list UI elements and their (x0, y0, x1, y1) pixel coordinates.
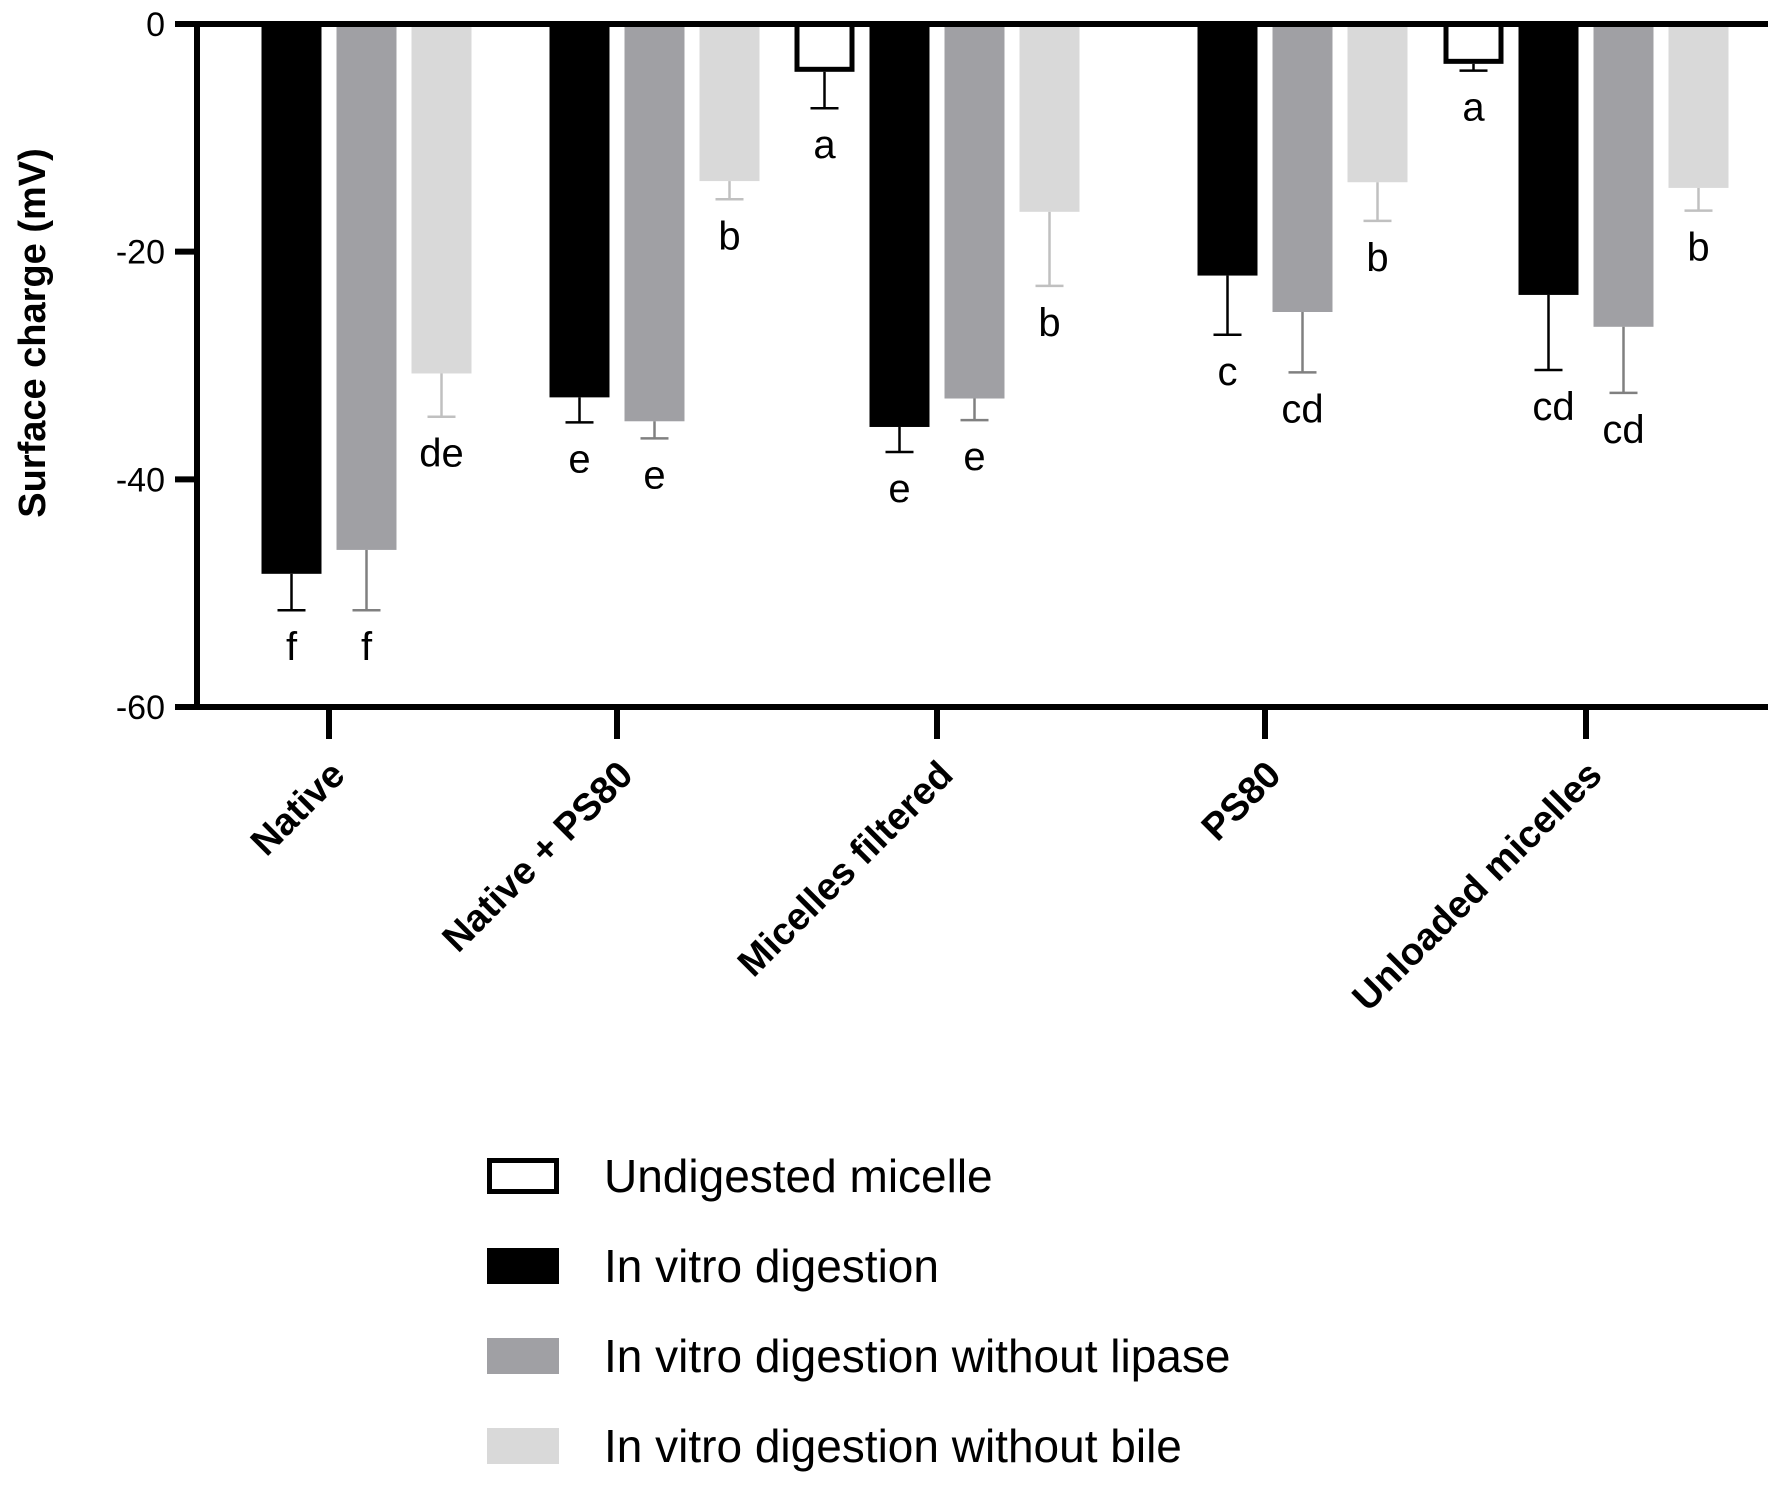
significance-label: b (1366, 236, 1388, 280)
legend-swatch (487, 1338, 559, 1374)
y-tick-label: -60 (116, 689, 165, 727)
significance-label: cd (1602, 408, 1644, 452)
category-label: PS80 (1194, 754, 1289, 849)
significance-label: de (419, 432, 464, 476)
significance-label: b (1687, 226, 1709, 270)
legend: Undigested micelle In vitro digestion In v… (487, 1150, 1230, 1472)
legend-swatch (487, 1428, 559, 1464)
legend-label: In vitro digestion without lipase (604, 1330, 1230, 1382)
significance-label: b (1038, 301, 1060, 345)
category-label: Unloaded micelles (1345, 754, 1611, 1020)
significance-label: e (568, 437, 590, 481)
bar-ps80-s3 (1347, 24, 1408, 183)
significance-label: e (643, 453, 665, 497)
bar-native-ps80-s3 (699, 24, 760, 182)
axes: 0 -20 -40 -60 (116, 6, 1768, 739)
bar-unloaded-micelles-s0 (1443, 21, 1504, 64)
bar-ps80-s1 (1197, 24, 1258, 276)
bar-micelles-filtered-s2 (944, 24, 1005, 399)
significance-label: cd (1281, 387, 1323, 431)
bar-ps80-s2 (1272, 24, 1333, 312)
significance-label: f (361, 625, 373, 669)
bar-unloaded-micelles-s2 (1593, 24, 1654, 327)
legend-label: In vitro digestion without bile (604, 1420, 1182, 1472)
legend-swatch (487, 1158, 559, 1194)
significance-label: e (888, 467, 910, 511)
category-labels: Native Native + PS80 Micelles filtered PS80… (243, 754, 1610, 1020)
y-axis-label: Surface charge (mV) (12, 148, 54, 518)
bar-micelles-filtered-s0 (794, 21, 855, 72)
bar-native-ps80-s2 (624, 24, 685, 422)
bar-unloaded-micelles-s1 (1518, 24, 1579, 295)
y-tick-label: -40 (116, 461, 165, 499)
category-label: Native + PS80 (435, 754, 642, 961)
significance-label: b (718, 214, 740, 258)
bar-native-s2 (336, 24, 397, 550)
legend-swatch (487, 1248, 559, 1284)
bar-native-s3 (411, 24, 472, 374)
bar-unloaded-micelles-s3 (1668, 24, 1729, 188)
bars (261, 21, 1729, 574)
bar-native-s1 (261, 24, 322, 574)
significance-label: e (963, 435, 985, 479)
bar-micelles-filtered-s1 (869, 24, 930, 427)
significance-label: cd (1532, 385, 1574, 429)
significance-label: a (813, 123, 836, 167)
category-label: Micelles filtered (730, 754, 961, 985)
category-label: Native (243, 754, 353, 864)
y-tick-label: -20 (116, 234, 165, 272)
legend-label: In vitro digestion (604, 1240, 939, 1292)
significance-label: c (1218, 350, 1238, 394)
bar-micelles-filtered-s3 (1019, 24, 1080, 212)
legend-label: Undigested micelle (604, 1150, 993, 1202)
bar-native-ps80-s1 (549, 24, 610, 398)
significance-label: a (1462, 86, 1485, 130)
error-bars (277, 63, 1713, 612)
y-tick-label: 0 (146, 6, 165, 44)
significance-label: f (286, 625, 298, 669)
